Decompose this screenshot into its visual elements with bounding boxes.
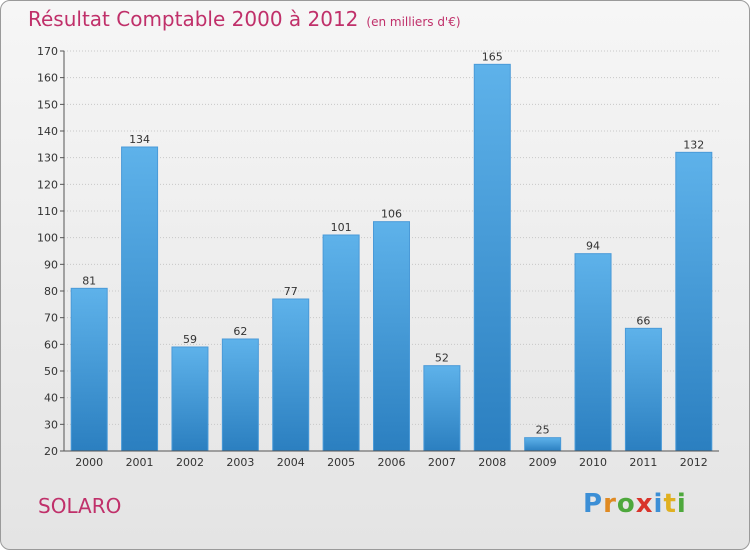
value-label-2007: 52	[435, 352, 449, 365]
y-axis: 20 30 40 50 60 70 80 90 100 110 120 130 140 150 160 170	[37, 45, 65, 458]
bar-2003	[221, 338, 259, 452]
value-label-2006: 106	[381, 208, 402, 221]
logo-letter: i	[653, 489, 664, 519]
y-tick-label: 60	[44, 338, 58, 351]
bar-2011	[624, 327, 662, 452]
x-tick-label-2002: 2002	[176, 456, 204, 469]
value-label-2008: 165	[482, 50, 503, 63]
value-label-2001: 134	[129, 133, 150, 146]
y-tick-label: 70	[44, 312, 58, 325]
logo-letter: P	[583, 489, 604, 519]
value-label-2012: 132	[683, 138, 704, 151]
y-tick-label: 20	[44, 445, 58, 458]
logo-letter: o	[616, 489, 636, 519]
bar-2000	[70, 287, 108, 452]
x-tick-label-2005: 2005	[327, 456, 355, 469]
logo-letter: i	[676, 489, 687, 519]
y-tick-label: 110	[37, 205, 58, 218]
chart-subtitle: (en milliers d'€)	[366, 15, 461, 29]
value-label-2002: 59	[183, 333, 197, 346]
y-tick-label: 140	[37, 125, 58, 138]
commune-name: SOLARO	[38, 494, 122, 518]
y-tick-label: 150	[37, 98, 58, 111]
value-label-2003: 62	[233, 325, 247, 338]
value-label-2009: 25	[536, 424, 550, 437]
y-tick-label: 120	[37, 178, 58, 191]
x-axis: 2000 2001 2002 2003 2004 2005 2006 2007 2008 2009…	[64, 450, 719, 469]
x-tick-label-2000: 2000	[75, 456, 103, 469]
bar-2006	[373, 221, 410, 452]
y-tick-label: 130	[37, 152, 58, 165]
value-label-2011: 66	[636, 314, 650, 327]
y-tick-label: 40	[44, 392, 58, 405]
x-tick-label-2004: 2004	[277, 456, 305, 469]
bar-2010	[574, 253, 612, 452]
x-tick-label-2008: 2008	[478, 456, 506, 469]
value-label-2010: 94	[586, 240, 600, 253]
x-tick-label-2006: 2006	[378, 456, 406, 469]
bar-2012	[675, 151, 713, 452]
value-label-2004: 77	[284, 285, 298, 298]
bar-2004	[272, 298, 310, 452]
y-tick-label: 100	[37, 232, 58, 245]
y-tick-label: 30	[44, 418, 58, 431]
bar-2008	[473, 63, 511, 452]
y-tick-label: 90	[44, 258, 58, 271]
bar-2001	[121, 146, 159, 452]
bar-2007	[423, 365, 461, 452]
logo-letter: x	[635, 489, 654, 519]
x-tick-label-2009: 2009	[529, 456, 557, 469]
value-label-2000: 81	[82, 274, 96, 287]
x-tick-label-2011: 2011	[629, 456, 657, 469]
y-tick-label: 80	[44, 285, 58, 298]
y-tick-label: 50	[44, 365, 58, 378]
bar-2009	[524, 437, 562, 452]
bars: 81 134 59 62 77 101 106 52 165 25 94 66 132	[70, 50, 713, 452]
bar-2005	[322, 234, 360, 452]
x-tick-label-2010: 2010	[579, 456, 607, 469]
logo-letter: r	[603, 489, 617, 519]
y-tick-label: 170	[37, 45, 58, 58]
y-tick-label: 160	[37, 72, 58, 85]
value-label-2005: 101	[331, 221, 352, 234]
x-tick-label-2007: 2007	[428, 456, 456, 469]
x-tick-label-2003: 2003	[226, 456, 254, 469]
x-tick-label-2012: 2012	[680, 456, 708, 469]
bar-2002	[171, 346, 209, 452]
chart-title-text: Résultat Comptable 2000 à 2012	[28, 7, 359, 31]
proxiti-logo: Proxiti	[583, 489, 687, 519]
x-tick-label-2001: 2001	[126, 456, 154, 469]
logo-letter: t	[663, 489, 677, 519]
chart-title: Résultat Comptable 2000 à 2012 (en millie…	[28, 7, 461, 31]
